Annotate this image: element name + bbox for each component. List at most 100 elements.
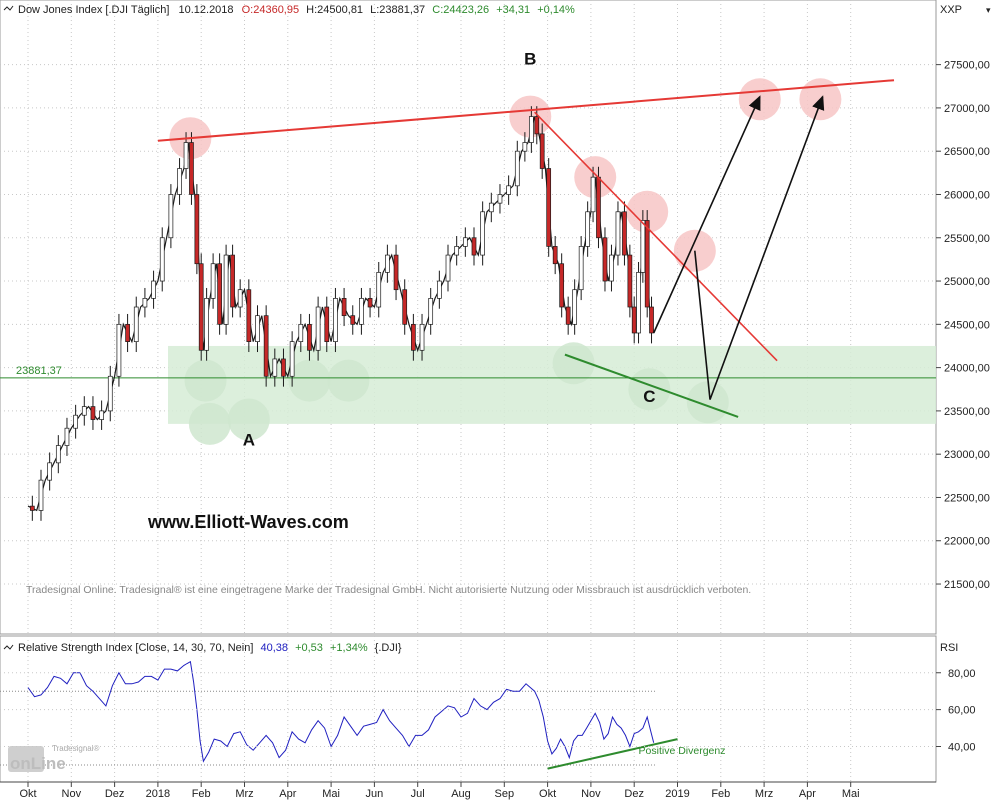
candle-body bbox=[263, 315, 269, 377]
candle-body bbox=[585, 211, 591, 247]
y-tick-label: 23000,00 bbox=[944, 449, 990, 461]
highlight-circle bbox=[227, 398, 270, 441]
candle-body bbox=[73, 414, 78, 429]
candle-body bbox=[194, 194, 200, 265]
candle-body bbox=[324, 306, 330, 342]
logo-big-text: onLine bbox=[10, 754, 66, 773]
y-tick-label: 26000,00 bbox=[944, 189, 990, 201]
rsi-y-tick-label: 40,00 bbox=[948, 742, 976, 754]
highlight-circle bbox=[628, 368, 671, 411]
candle-body bbox=[341, 298, 347, 317]
rsi-header: Relative Strength Index [Close, 14, 30, … bbox=[18, 642, 402, 654]
candle-body bbox=[125, 323, 130, 342]
candle-body bbox=[649, 306, 654, 334]
tradesignal-logo: Tradesignal® onLine bbox=[8, 744, 100, 773]
x-tick-label: Apr bbox=[799, 788, 816, 800]
candle-body bbox=[55, 445, 61, 464]
x-tick-label: Mai bbox=[322, 788, 340, 800]
candle-body bbox=[159, 237, 165, 282]
current-level-label: 23881,37 bbox=[16, 365, 62, 377]
y-tick-label: 24500,00 bbox=[944, 319, 990, 331]
y-tick-label: 25500,00 bbox=[944, 233, 990, 245]
candle-body bbox=[644, 220, 650, 308]
wave-label-b: B bbox=[524, 50, 536, 69]
candle-body bbox=[596, 176, 601, 239]
collapse-icon[interactable]: ▾ bbox=[986, 5, 991, 15]
candle-body bbox=[522, 142, 528, 152]
x-tick-label: Nov bbox=[581, 788, 601, 800]
support-trendline bbox=[564, 353, 739, 418]
wave-label-a: A bbox=[243, 431, 255, 450]
candle-body bbox=[223, 254, 229, 325]
highlight-circle bbox=[288, 359, 331, 402]
candle-body bbox=[565, 306, 571, 325]
x-tick-label: Jul bbox=[411, 788, 425, 800]
rsi-title: Relative Strength Index [Close, 14, 30, … bbox=[18, 642, 253, 654]
candle-body bbox=[578, 246, 584, 291]
candle-body bbox=[315, 306, 321, 351]
candle-body bbox=[107, 375, 113, 412]
indicator-icon bbox=[3, 5, 14, 11]
candle-body bbox=[622, 211, 627, 256]
candle-body bbox=[333, 298, 338, 342]
rsi-axis-label: RSI bbox=[940, 642, 958, 654]
x-tick-label: Mai bbox=[842, 788, 860, 800]
y-tick-label: 24000,00 bbox=[944, 363, 990, 375]
watermark: www.Elliott-Waves.com bbox=[147, 512, 349, 532]
candle-body bbox=[116, 323, 122, 377]
candle-body bbox=[177, 168, 182, 195]
y-tick-label: 27500,00 bbox=[944, 60, 990, 72]
y-tick-label: 27000,00 bbox=[944, 103, 990, 115]
rsi-y-tick-label: 80,00 bbox=[948, 668, 976, 680]
candle-body bbox=[552, 246, 558, 265]
candle-body bbox=[437, 280, 442, 299]
candle-body bbox=[640, 220, 646, 273]
header-change-pct: +0,14% bbox=[537, 4, 575, 16]
candle-body bbox=[298, 323, 304, 342]
rsi-panel bbox=[0, 635, 937, 783]
candle-body bbox=[237, 289, 243, 308]
header-high: H:24500,81 bbox=[306, 4, 363, 16]
x-tick-label: 2018 bbox=[146, 788, 170, 800]
candle-body bbox=[411, 323, 416, 351]
candle-body bbox=[454, 246, 460, 256]
candle-body bbox=[189, 142, 194, 195]
x-tick-label: Sep bbox=[495, 788, 515, 800]
candle-body bbox=[168, 194, 174, 239]
rsi-y-tick-label: 60,00 bbox=[948, 705, 976, 717]
candle-body bbox=[514, 150, 520, 187]
candle-body bbox=[210, 263, 216, 299]
candle-body bbox=[506, 185, 511, 195]
candle-body bbox=[462, 237, 468, 247]
instrument-name: Dow Jones Index [.DJI Täglich] bbox=[18, 4, 169, 16]
candle-body bbox=[572, 289, 578, 325]
downtrend-line bbox=[534, 111, 778, 362]
x-tick-label: Okt bbox=[19, 788, 36, 800]
candle-body bbox=[307, 323, 312, 351]
candle-body bbox=[376, 272, 382, 308]
header-change: +34,31 bbox=[496, 4, 530, 16]
candle-body bbox=[359, 298, 364, 325]
candle-body bbox=[539, 133, 545, 169]
candle-body bbox=[402, 289, 408, 325]
header-low: L:23881,37 bbox=[370, 4, 425, 16]
x-tick-label: Mrz bbox=[235, 788, 253, 800]
candle-body bbox=[246, 289, 252, 342]
candle-body bbox=[428, 298, 434, 325]
candle-body bbox=[217, 263, 222, 325]
highlight-circle bbox=[184, 359, 227, 402]
wave-label-c: C bbox=[643, 387, 655, 406]
x-tick-label: Dez bbox=[105, 788, 125, 800]
y-tick-label: 23500,00 bbox=[944, 406, 990, 418]
highlight-circle bbox=[686, 381, 729, 424]
candle-body bbox=[602, 237, 608, 282]
candle-body bbox=[64, 427, 70, 446]
logo-small-text: Tradesignal® bbox=[52, 744, 100, 753]
candle-body bbox=[615, 211, 621, 256]
rsi-change: +0,53 bbox=[295, 642, 323, 654]
highlight-circle bbox=[738, 78, 781, 121]
price-panel bbox=[0, 0, 937, 635]
disclaimer: Tradesignal Online. Tradesignal® ist ein… bbox=[26, 584, 751, 596]
candle-body bbox=[529, 116, 534, 143]
projection-arrow bbox=[694, 95, 825, 400]
